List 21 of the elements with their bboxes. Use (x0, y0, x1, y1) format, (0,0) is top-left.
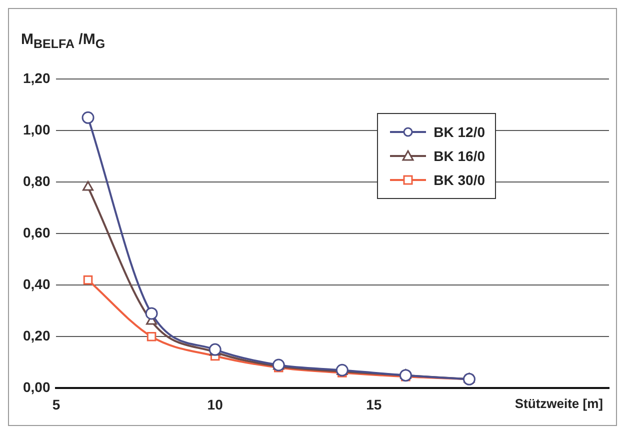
x-tick-label: 15 (366, 396, 382, 412)
y-axis-title: M$_{BELFA}$ /M$_{G}$ (21, 31, 106, 51)
point (399, 369, 412, 382)
x-tick-label: 10 (207, 396, 224, 412)
legend-label: BK 16/0 (434, 148, 485, 164)
y-tick-label: 0,00 (23, 379, 50, 396)
point (82, 111, 94, 124)
y-tick-label: 1,00 (23, 121, 50, 138)
y-tick-label: 0,40 (23, 276, 50, 292)
x-axis-title: Stützweite [m] (514, 396, 603, 411)
point (82, 180, 94, 191)
point (146, 332, 156, 342)
y-tick-label: 0,20 (23, 328, 50, 344)
point (83, 275, 93, 285)
y-tick-label: 0,80 (23, 172, 50, 189)
point (145, 307, 158, 320)
legend-label: BK 30/0 (434, 172, 485, 188)
legend-label: BK 12/0 (434, 124, 485, 140)
y-tick-label: 1,20 (23, 70, 50, 86)
y-tick-label: 0,60 (23, 224, 50, 240)
x-tick-label: 5 (52, 396, 60, 412)
